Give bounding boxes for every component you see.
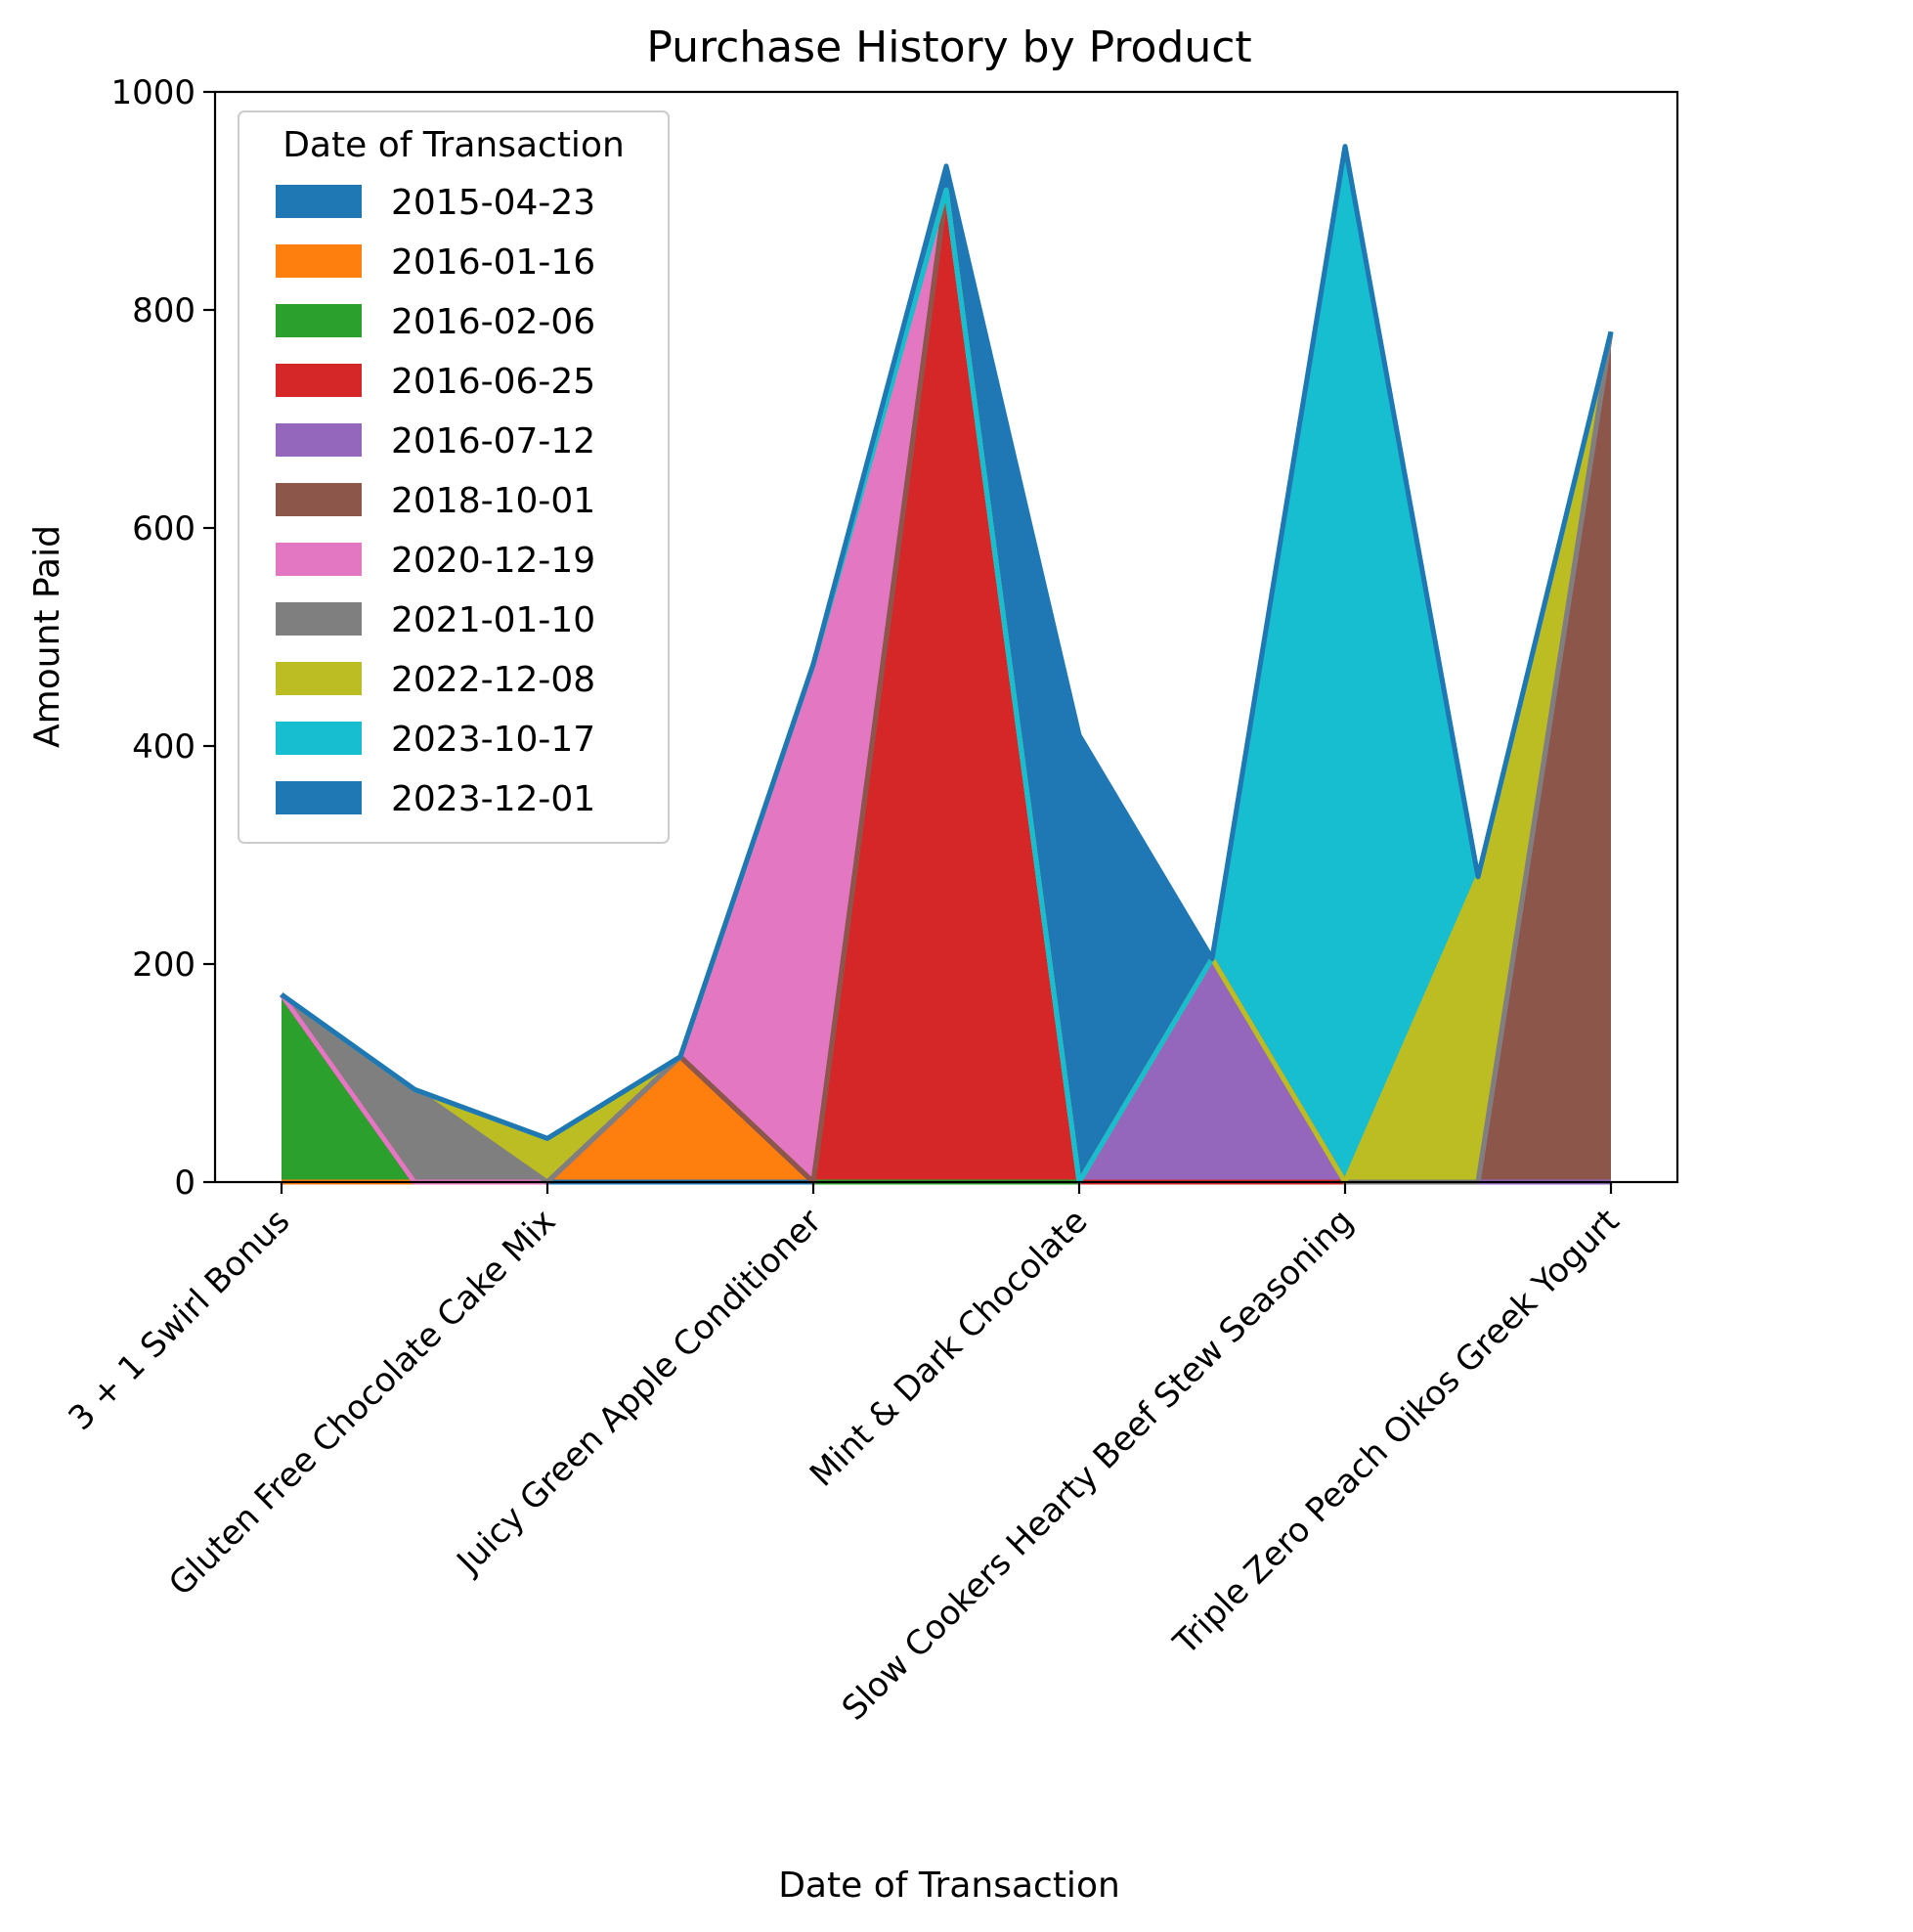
legend-swatch-2016-06-25 <box>276 364 362 397</box>
legend-label-2023-12-01: 2023-12-01 <box>391 779 595 819</box>
y-axis-label: Amount Paid <box>27 525 67 748</box>
legend: Date of Transaction 2015-04-23 2016-01-16… <box>238 110 670 844</box>
legend-label-2016-07-12: 2016-07-12 <box>391 421 595 461</box>
legend-swatch-2015-04-23 <box>276 185 362 218</box>
legend-label-2022-12-08: 2022-12-08 <box>391 660 595 700</box>
area-series-2023-10-17 <box>282 146 1611 1182</box>
legend-label-2016-01-16: 2016-01-16 <box>391 242 595 283</box>
legend-swatch-2016-02-06 <box>276 304 362 337</box>
legend-label-2021-01-10: 2021-01-10 <box>391 600 595 640</box>
chart-title: Purchase History by Product <box>646 22 1251 72</box>
area-series-2022-12-08 <box>282 190 1611 1183</box>
legend-swatch-2016-07-12 <box>276 423 362 457</box>
legend-swatch-2021-01-10 <box>276 602 362 636</box>
legend-swatch-2016-01-16 <box>276 244 362 278</box>
x-axis-label: Date of Transaction <box>778 1866 1120 1906</box>
legend-title: Date of Transaction <box>283 125 625 165</box>
areas-layer <box>282 146 1611 1183</box>
y-axis: 0 200 400 600 800 1000 <box>110 73 215 1203</box>
legend-label-2016-02-06: 2016-02-06 <box>391 302 595 342</box>
legend-frame <box>238 110 670 844</box>
legend-label-2016-06-25: 2016-06-25 <box>391 362 595 402</box>
legend-swatch-2023-12-01 <box>276 781 362 814</box>
y-tick-label-200: 200 <box>132 945 196 985</box>
plot-frame <box>213 90 1679 1184</box>
y-tick-label-600: 600 <box>132 509 196 549</box>
area-series-2016-06-25 <box>282 190 1611 1183</box>
legend-swatch-2023-10-17 <box>276 722 362 755</box>
legend-swatch-2018-10-01 <box>276 483 362 516</box>
legend-label-2020-12-19: 2020-12-19 <box>391 541 595 581</box>
legend-label-2015-04-23: 2015-04-23 <box>391 183 595 223</box>
line-series-2023-12-01 <box>280 144 1614 1141</box>
legend-label-2023-10-17: 2023-10-17 <box>391 720 595 760</box>
y-tick-label-400: 400 <box>132 727 196 767</box>
legend-swatch-2020-12-19 <box>276 543 362 576</box>
area-series-2016-01-16 <box>282 1056 1611 1182</box>
y-tick-label-1000: 1000 <box>110 73 196 112</box>
y-tick-label-0: 0 <box>174 1164 196 1203</box>
legend-label-2018-10-01: 2018-10-01 <box>391 481 595 521</box>
legend-swatch-2022-12-08 <box>276 662 362 695</box>
y-tick-label-800: 800 <box>132 291 196 330</box>
legend-items: 2015-04-23 2016-01-16 2016-02-06 2016-06-25… <box>276 183 595 819</box>
